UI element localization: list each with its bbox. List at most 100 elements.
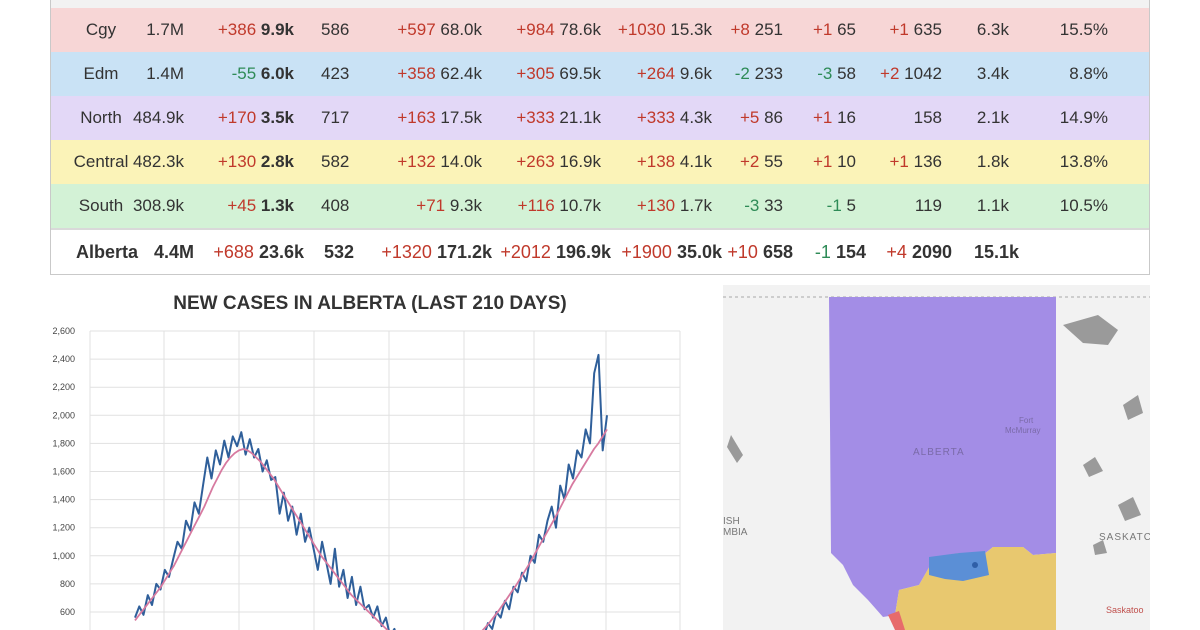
y-tick-label: 2,200 [52,382,75,392]
value-icu: 10 [837,152,856,171]
cell-active: -55 6.0k [232,52,294,96]
north-zone[interactable] [829,297,1056,617]
cell-pop: 1.4M [146,52,184,96]
cell-recovered: 3.4k [977,52,1009,96]
cell-cases: +358 62.4k [397,52,482,96]
cell-name: Central [61,140,141,184]
cell-name: North [61,96,141,140]
y-tick-label: 2,600 [52,326,75,336]
value-vacc: 15.3k [670,20,712,39]
map-label-bc-1: ISH [723,516,740,527]
cell-icu: +1 65 [813,8,856,52]
value-per100k: 532 [324,242,355,262]
y-tick-label: 2,000 [52,410,75,420]
region-stats-table: Cgy 1.7M +386 9.9k 586 +597 68.0k +984 78.6k +… [50,0,1150,275]
value-vacc: 35.0k [676,242,722,262]
cell-tests: +305 69.5k [516,52,601,96]
value-active: 3.5k [260,108,294,127]
y-tick-label: 600 [60,607,75,617]
delta-deaths: +1 [889,20,909,39]
cell-pop: 482.3k [133,140,184,184]
value-per100k: 408 [321,196,350,215]
delta-active: +170 [217,108,257,127]
delta-tests: +116 [517,196,555,215]
value-hosp: 658 [762,242,793,262]
delta-active: +45 [227,196,257,215]
cell-cases: +597 68.0k [397,8,482,52]
delta-icu: +1 [812,108,833,127]
value-tests: 10.7k [559,196,601,215]
value-pop: 4.4M [153,242,194,262]
y-tick-label: 1,600 [52,467,75,477]
cell-icu: +1 10 [813,140,856,184]
chart-plot: 2,600 2,400 2,200 2,000 1,800 1,600 1,400 1,200… [52,326,681,630]
delta-icu: -1 [814,242,831,262]
delta-tests: +263 [516,152,555,171]
value-tests: 78.6k [559,20,601,39]
edmonton-zone[interactable] [929,551,989,581]
cell-pop: 308.9k [133,184,184,228]
delta-vacc: +138 [636,152,676,171]
cell-deaths: +4 2090 [886,230,952,274]
map-label-fort: Fort [1019,416,1034,425]
chart-title: NEW CASES IN ALBERTA (LAST 210 DAYS) [173,293,567,314]
value-deaths: 119 [914,196,942,215]
cell-icu: -1 154 [815,230,866,274]
delta-tests: +333 [516,108,555,127]
value-vacc: 1.7k [679,196,712,215]
value-pct: 13.8% [1059,152,1108,171]
y-tick-label: 1,200 [52,523,75,533]
cell-pop: 484.9k [133,96,184,140]
delta-cases: +163 [397,108,436,127]
value-name: North [80,108,122,127]
delta-icu: +1 [812,20,833,39]
cell-cases: +132 14.0k [397,140,482,184]
value-hosp: 55 [764,152,783,171]
map-canvas[interactable]: ALBERTA Fort McMurray ISH MBIA SASKATC S… [723,285,1150,630]
cell-tests: +984 78.6k [516,8,601,52]
value-deaths: 1042 [904,64,942,83]
value-cases: 9.3k [449,196,482,215]
delta-tests: +305 [516,64,555,83]
cell-tests: +116 10.7k [518,184,601,228]
total-separator [51,228,1149,230]
value-per100k: 582 [321,152,350,171]
table-row-total: Alberta 4.4M +688 23.6k 532 +1320 171.2k +201… [51,230,1149,274]
cell-active: +45 1.3k [227,184,294,228]
value-recovered: 2.1k [976,108,1009,127]
cell-name: Alberta [67,230,147,274]
delta-deaths: +2 [880,64,900,83]
map-label-bc-2: MBIA [723,527,748,538]
value-icu: 5 [846,196,856,215]
value-name: Alberta [75,242,138,262]
cell-pct: 14.9% [1060,96,1108,140]
value-active: 2.8k [260,152,294,171]
value-pop: 484.9k [132,108,184,127]
value-icu: 65 [837,20,856,39]
value-active: 23.6k [258,242,304,262]
cell-active: +170 3.5k [218,96,294,140]
value-cases: 62.4k [440,64,482,83]
value-pct: 14.9% [1059,108,1108,127]
delta-vacc: +333 [636,108,676,127]
delta-icu: -1 [826,196,842,215]
value-pop: 482.3k [132,152,184,171]
cell-recovered: 2.1k [977,96,1009,140]
value-pop: 1.4M [146,64,184,83]
y-tick-label: 1,400 [52,495,75,505]
value-deaths: 2090 [911,242,952,262]
map-label-saskatoon: Saskatoo [1106,605,1144,615]
cell-deaths: +1 136 [890,140,943,184]
cell-icu: -1 5 [827,184,856,228]
table-row: South 308.9k +45 1.3k 408 +71 9.3k +116 10.7k… [51,184,1149,228]
value-cases: 171.2k [436,242,492,262]
table-row: North 484.9k +170 3.5k 717 +163 17.5k +333 21… [51,96,1149,140]
calgary-zone[interactable] [888,611,905,630]
cell-cases: +163 17.5k [397,96,482,140]
value-pct: 8.8% [1069,64,1108,83]
delta-active: +130 [217,152,257,171]
value-active: 9.9k [260,20,294,39]
alberta-region-map[interactable]: ALBERTA Fort McMurray ISH MBIA SASKATC S… [723,285,1150,630]
cell-tests: +2012 196.9k [500,230,611,274]
delta-icu: -3 [817,64,833,83]
